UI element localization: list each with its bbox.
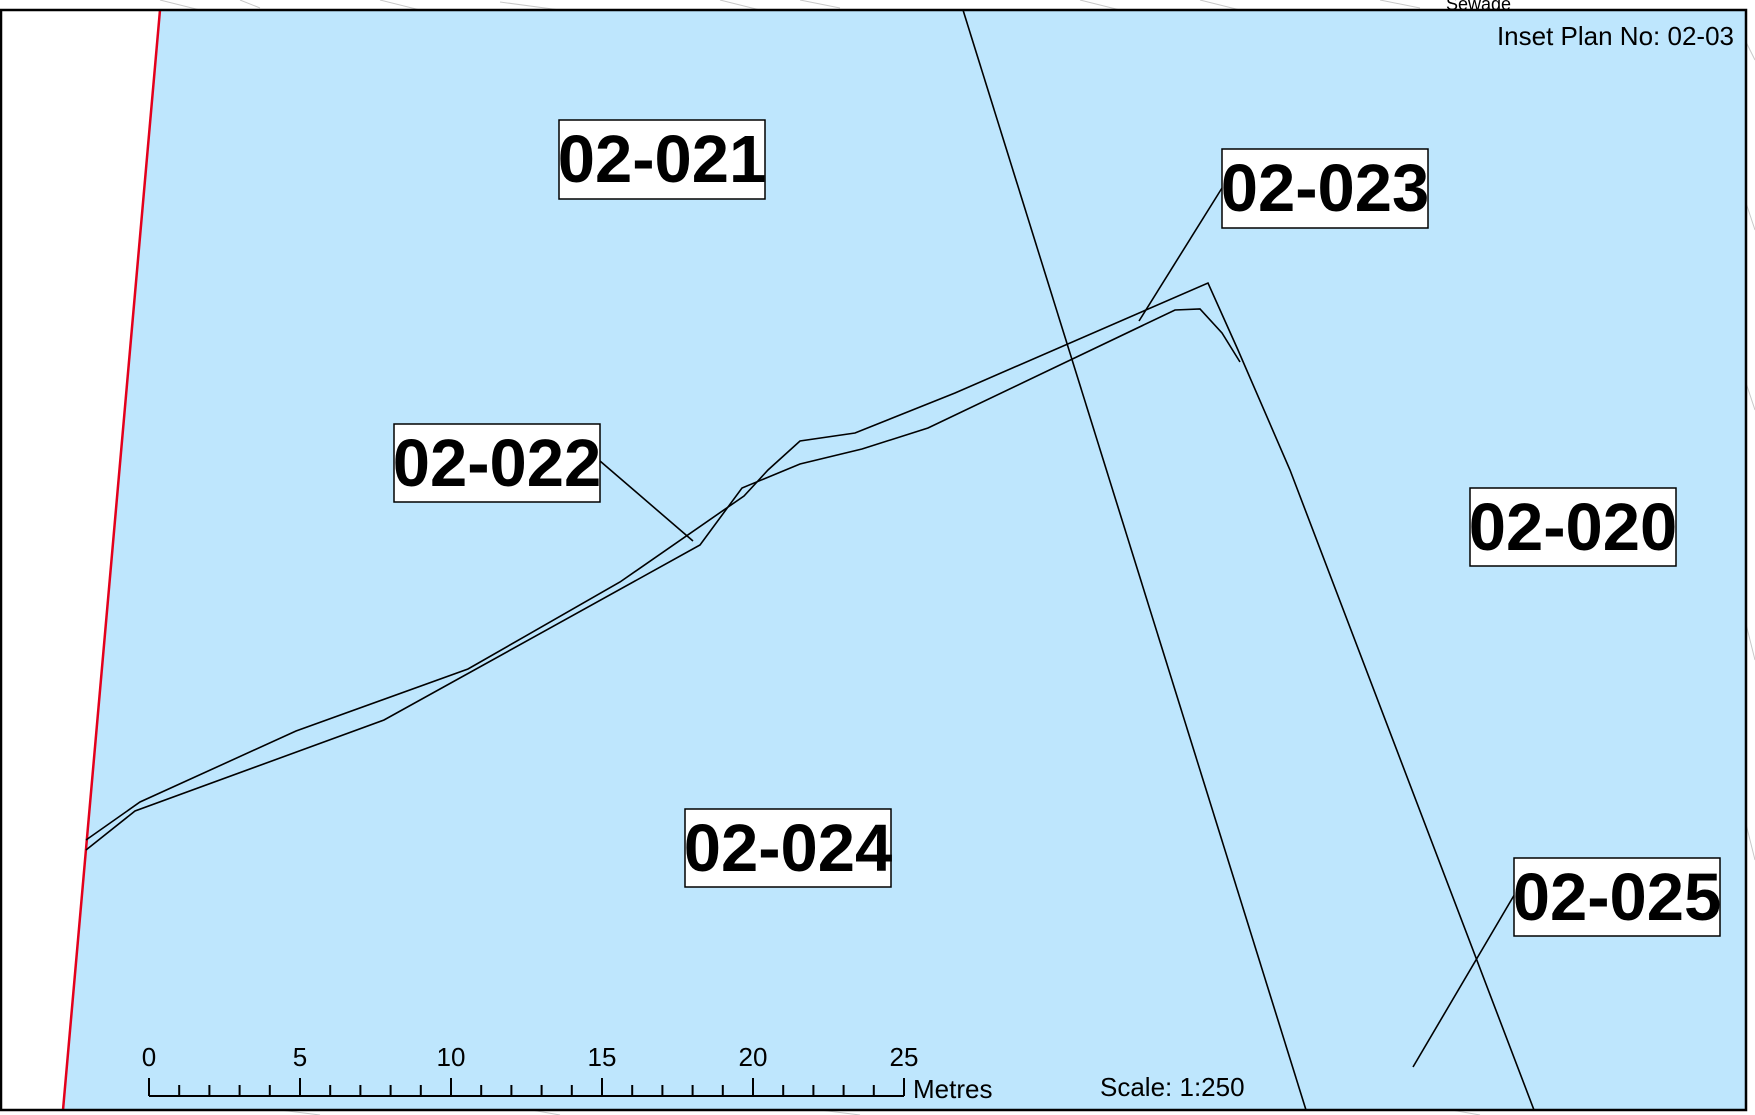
parcel-area — [63, 10, 1746, 1110]
leader-line-02-025 — [1412, 891, 1517, 1068]
parcel-id-text: 02-023 — [1221, 151, 1430, 226]
parcel-label-02-024[interactable]: 02-024 — [684, 808, 893, 888]
inset-plan-label: Inset Plan No: 02-03 — [1497, 21, 1734, 51]
boundary-line-upper — [85, 281, 1535, 1110]
parcel-id-text: 02-024 — [684, 811, 893, 886]
scale-ratio-label: Scale: 1:250 — [1100, 1072, 1245, 1102]
scale-tick-label: 5 — [293, 1042, 307, 1072]
scale-tick-label: 20 — [739, 1042, 768, 1072]
parcel-id-text: 02-021 — [558, 122, 767, 197]
scale-tick-label: 25 — [890, 1042, 919, 1072]
parcel-id-text: 02-020 — [1469, 490, 1678, 565]
map-frame-content: 02-021 02-022 02-023 02-020 02-024 02-02… — [1, 10, 1746, 1110]
parcel-boundaries — [85, 10, 1535, 1110]
scale-tick-label: 0 — [142, 1042, 156, 1072]
parcel-label-02-023[interactable]: 02-023 — [1221, 148, 1430, 229]
scale-bar-labels: 0 5 10 15 20 25 Metres — [142, 1042, 993, 1104]
leader-line-02-023 — [1138, 187, 1223, 322]
boundary-line-lower — [85, 308, 1241, 851]
leader-line-02-022 — [599, 460, 694, 542]
parcel-label-02-020[interactable]: 02-020 — [1469, 487, 1678, 567]
scale-bar-ticks — [148, 1078, 905, 1096]
parcel-label-02-022[interactable]: 02-022 — [393, 423, 602, 503]
scale-unit-label: Metres — [913, 1074, 992, 1104]
parcel-id-text: 02-025 — [1513, 860, 1722, 935]
parcel-id-text: 02-022 — [393, 426, 602, 501]
diagonal-boundary — [962, 10, 1307, 1110]
scale-tick-label: 10 — [437, 1042, 466, 1072]
scale-tick-label: 15 — [588, 1042, 617, 1072]
red-boundary-line — [61, 10, 162, 1110]
scale-bar — [148, 1078, 905, 1097]
map-frame — [0, 8, 1748, 1112]
parcel-label-02-021[interactable]: 02-021 — [558, 119, 767, 200]
parcel-label-02-025[interactable]: 02-025 — [1513, 857, 1722, 937]
background-map-lines — [159, 0, 1755, 1115]
